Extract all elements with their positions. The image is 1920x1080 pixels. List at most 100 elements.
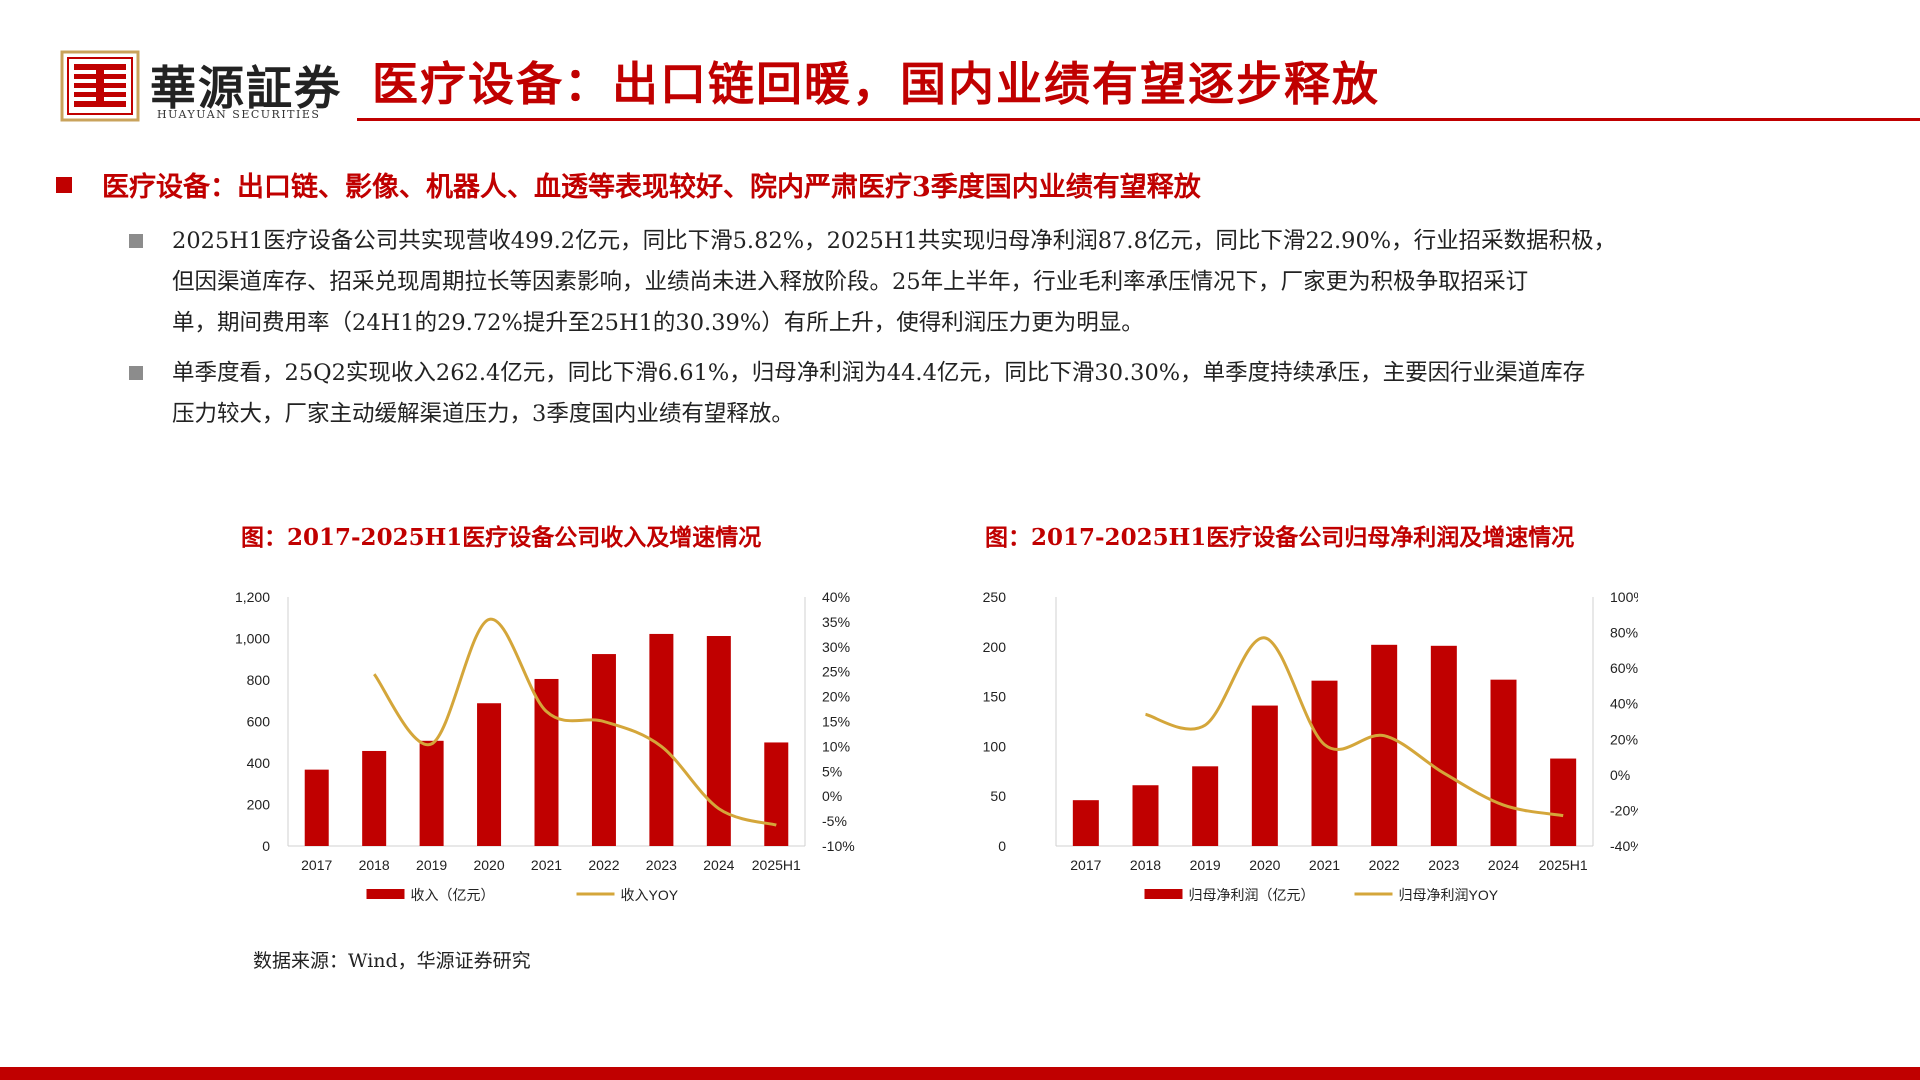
x-tick-label: 2020 [473,857,504,873]
paragraph-line: 压力较大，厂家主动缓解渠道压力，3季度国内业绩有望释放。 [172,401,794,427]
y-right-tick-label: 0% [1610,767,1630,783]
y-left-tick-label: 400 [247,755,271,771]
x-tick-label: 2025H1 [752,857,801,873]
y-right-tick-label: 0% [822,788,842,804]
x-tick-label: 2022 [588,857,619,873]
y-left-tick-label: 200 [983,639,1007,655]
brand-name: 華源証券 [150,61,342,115]
bar [591,654,616,846]
paragraph-bullet-icon [129,366,143,380]
y-left-tick-label: 100 [983,738,1007,754]
y-left-tick-label: 0 [998,838,1006,854]
y-right-tick-label: 80% [1610,625,1638,641]
y-left-tick-label: 0 [262,838,270,854]
bar [419,740,444,846]
headline: 医疗设备：出口链、影像、机器人、血透等表现较好、院内严肃医疗3季度国内业绩有望释… [56,165,1201,204]
bar [1550,758,1577,846]
x-tick-label: 2021 [1309,857,1340,873]
bar [1490,679,1517,846]
bar [362,750,387,846]
y-left-tick-label: 1,000 [235,631,270,647]
x-tick-label: 2019 [1190,857,1221,873]
x-tick-label: 2020 [1249,857,1280,873]
chart-title-revenue: 图：2017-2025H1医疗设备公司收入及增速情况 [241,524,762,551]
headline-bullet-icon [56,177,72,193]
y-left-tick-label: 50 [990,788,1006,804]
x-tick-label: 2021 [531,857,562,873]
x-tick-label: 2024 [1488,857,1519,873]
x-tick-label: 2023 [646,857,677,873]
y-left-tick-label: 600 [247,714,271,730]
bar [304,769,329,846]
legend-label-line: 归母净利润YOY [1399,887,1499,903]
x-tick-label: 2017 [301,857,332,873]
y-left-tick-label: 250 [983,589,1007,605]
paragraph-bullet-icon [129,234,143,248]
profit-chart: 250 200 150 100 50 0 100% 80% 60% 40% 20% 0% -20% -40… [958,582,1646,916]
paragraph-line: 单季度看，25Q2实现收入262.4亿元，同比下滑6.61%，归母净利润为44.… [172,360,1586,386]
headline-text: 医疗设备：出口链、影像、机器人、血透等表现较好、院内严肃医疗3季度国内业绩有望释… [102,172,1201,203]
x-tick-label: 2023 [1428,857,1459,873]
y-left-tick-label: 150 [983,689,1007,705]
bar [1072,800,1099,846]
bar [477,703,502,846]
y-right-tick-label: -40% [1610,838,1638,854]
y-left-tick-label: 800 [247,672,271,688]
y-right-tick-label: 5% [822,763,842,779]
brand-name-en: HUAYUAN SECURITIES [157,108,321,121]
y-right-tick-label: -10% [822,838,855,854]
header: 華源証券 HUAYUAN SECURITIES 医疗设备：出口链回暖，国内业绩有… [0,0,1920,125]
y-right-tick-label: 40% [822,589,850,605]
paragraph-line: 单，期间费用率（24H1的29.72%提升至25H1的30.39%）有所上升，使… [172,310,1144,336]
y-right-tick-label: 40% [1610,696,1638,712]
paragraph-line: 但因渠道库存、招采兑现周期拉长等因素影响，业绩尚未进入释放阶段。25年上半年，行… [172,269,1529,295]
revenue-chart: 1,200 1,000 800 600 400 200 0 40% 35% 30% 25% 20% 15… [210,582,870,916]
bar [1132,785,1159,846]
footer-bar [0,1067,1920,1080]
x-tick-label: 2025H1 [1539,857,1588,873]
y-right-tick-label: 60% [1610,660,1638,676]
header-divider [357,118,1920,121]
legend-label-bar: 收入（亿元） [411,887,495,903]
x-tick-label: 2018 [1130,857,1161,873]
y-right-tick-label: 15% [822,714,850,730]
y-right-tick-label: 30% [822,639,850,655]
data-source: 数据来源：Wind，华源证券研究 [253,950,531,972]
bar [1192,766,1219,846]
page-title: 医疗设备：出口链回暖，国内业绩有望逐步释放 [372,57,1380,111]
x-tick-label: 2017 [1070,857,1101,873]
x-tick-label: 2018 [359,857,390,873]
bar [1311,680,1338,846]
y-right-tick-label: -20% [1610,802,1638,818]
legend-label-line: 收入YOY [621,887,679,903]
legend-swatch-bar [366,889,405,899]
bar [1371,644,1398,846]
x-tick-label: 2019 [416,857,447,873]
bar [1430,645,1457,846]
revenue-chart-svg: 1,200 1,000 800 600 400 200 0 40% 35% 30% 25% 20% 15… [235,589,855,903]
bar [1251,705,1278,846]
series-line-yoy [1145,636,1564,818]
y-right-tick-label: 10% [822,738,850,754]
paragraph-2: 单季度看，25Q2实现收入262.4亿元，同比下滑6.61%，归母净利润为44.… [172,353,1872,435]
y-right-tick-label: -5% [822,813,847,829]
bar [764,742,789,846]
legend-swatch-bar [1144,889,1183,899]
y-right-tick-label: 35% [822,614,850,630]
bar [534,678,559,846]
y-right-tick-label: 20% [822,689,850,705]
paragraph-1: 2025H1医疗设备公司共实现营收499.2亿元，同比下滑5.82%，2025H… [172,221,1872,344]
profit-chart-svg: 250 200 150 100 50 0 100% 80% 60% 40% 20% 0% -20% -40… [983,589,1646,903]
y-left-tick-label: 200 [247,797,271,813]
series-line-yoy [372,617,777,827]
huayuan-seal-icon [60,50,140,122]
y-right-tick-label: 20% [1610,731,1638,747]
chart-title-profit: 图：2017-2025H1医疗设备公司归母净利润及增速情况 [985,524,1575,551]
y-left-tick-label: 1,200 [235,589,270,605]
x-tick-label: 2022 [1369,857,1400,873]
paragraph-line: 2025H1医疗设备公司共实现营收499.2亿元，同比下滑5.82%，2025H… [172,228,1617,254]
legend-label-bar: 归母净利润（亿元） [1189,887,1315,903]
bar [706,636,731,846]
y-right-tick-label: 25% [822,664,850,680]
y-right-tick-label: 100% [1610,589,1638,605]
